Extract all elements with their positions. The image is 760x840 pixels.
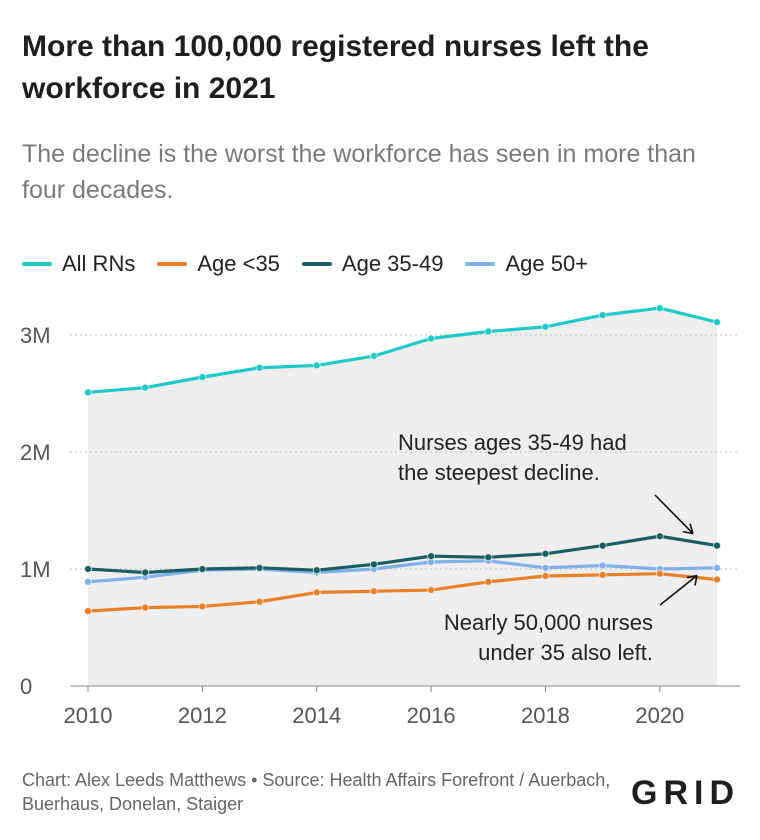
data-point-age-50-plus [598, 561, 607, 570]
series-line-all-rns [86, 306, 719, 394]
data-point-age-under-35 [655, 569, 664, 578]
data-point-age-under-35 [369, 587, 378, 596]
data-point-age-35-49 [198, 565, 207, 573]
data-point-age-under-35 [484, 577, 493, 586]
annotation-arrow-under-35 [659, 574, 698, 606]
data-point-age-35-49 [713, 541, 721, 550]
legend-swatch-age-35-49 [301, 262, 332, 266]
data-point-age-under-35 [84, 607, 92, 616]
data-point-all-rns [369, 352, 378, 361]
legend-swatch-all-rns [22, 262, 52, 266]
data-point-age-under-35 [427, 586, 436, 595]
data-point-all-rns [312, 361, 321, 370]
data-point-all-rns [427, 334, 436, 343]
annotation-arrowhead-under-35 [686, 574, 698, 586]
data-point-age-under-35 [598, 570, 607, 579]
data-point-age-35-49 [369, 560, 378, 569]
legend-label-age-under-35: Age <35 [197, 251, 280, 276]
x-tick-label: 2020 [635, 703, 684, 728]
data-point-age-35-49 [598, 541, 607, 550]
legend-label-age-35-49: Age 35-49 [341, 251, 444, 276]
annotation-35-49-text: Nurses ages 35-49 had [398, 430, 627, 455]
data-point-age-under-35 [141, 603, 150, 612]
x-tick-label: 2010 [64, 703, 113, 728]
data-point-age-35-49 [541, 549, 550, 558]
data-point-age-35-49 [255, 563, 264, 572]
data-point-age-under-35 [255, 597, 264, 606]
series-line-age-50-plus [86, 559, 719, 584]
chart-credit: Chart: Alex Leeds Matthews • Source: Hea… [22, 770, 611, 814]
chart-title: More than 100,000 registered nurses left… [22, 30, 649, 105]
chart-legend: All RNs Age <35 Age 35-49 Age 50+ [22, 250, 610, 278]
data-point-all-rns [713, 318, 721, 327]
line-chart: 0 1M 2M 3M 2010 2012 2014 2016 2018 2020 Nurses ag… [20, 304, 740, 728]
data-point-all-rns [598, 311, 607, 320]
grid-logo: GRID [631, 774, 740, 812]
legend-swatch-age-50-plus [465, 262, 496, 266]
annotation-arrow-35-49 [654, 494, 694, 535]
y-tick-label: 2M [20, 440, 51, 465]
annotation-35-49-text: the steepest decline. [398, 460, 600, 485]
legend-item-all-rns: All RNs [22, 251, 135, 277]
data-point-all-rns [541, 322, 550, 331]
x-tick-label: 2012 [178, 703, 227, 728]
data-point-all-rns [484, 327, 493, 336]
x-tick-label: 2018 [521, 703, 570, 728]
data-point-age-under-35 [541, 572, 550, 581]
data-point-age-under-35 [198, 602, 207, 611]
legend-swatch-age-under-35 [157, 262, 188, 266]
data-point-age-35-49 [312, 566, 321, 575]
data-point-all-rns [198, 373, 207, 382]
data-point-age-under-35 [312, 588, 321, 597]
legend-item-age-under-35: Age <35 [157, 251, 280, 277]
data-point-age-35-49 [484, 553, 493, 562]
x-tick-label: 2014 [292, 703, 341, 728]
legend-label-age-50-plus: Age 50+ [505, 251, 589, 276]
y-tick-label: 3M [20, 323, 51, 348]
series-line-age-35-49 [86, 534, 719, 575]
data-point-age-under-35 [713, 575, 721, 584]
y-tick-label: 0 [20, 674, 32, 699]
data-point-all-rns [655, 304, 664, 313]
annotation-under-35-text: under 35 also left. [478, 640, 653, 665]
data-point-age-35-49 [84, 565, 92, 573]
data-point-age-50-plus [84, 577, 92, 586]
data-point-age-50-plus [541, 563, 550, 572]
data-point-all-rns [141, 383, 150, 392]
data-point-all-rns [255, 363, 264, 372]
legend-item-age-35-49: Age 35-49 [301, 251, 444, 277]
data-point-age-35-49 [655, 532, 664, 541]
x-tick-label: 2016 [407, 703, 456, 728]
chart-subtitle: The decline is the worst the workforce h… [22, 140, 696, 204]
data-point-all-rns [84, 388, 92, 397]
annotation-under-35-text: Nearly 50,000 nurses [444, 610, 653, 635]
y-tick-label: 1M [20, 557, 51, 582]
legend-label-all-rns: All RNs [62, 251, 136, 276]
area-all-rns [88, 308, 717, 686]
series-line-age-under-35 [86, 572, 719, 613]
data-point-age-35-49 [141, 568, 150, 577]
data-point-age-35-49 [427, 552, 436, 561]
data-point-age-50-plus [713, 563, 721, 572]
legend-item-age-50-plus: Age 50+ [465, 251, 588, 277]
annotation-arrowhead-35-49 [682, 523, 694, 535]
